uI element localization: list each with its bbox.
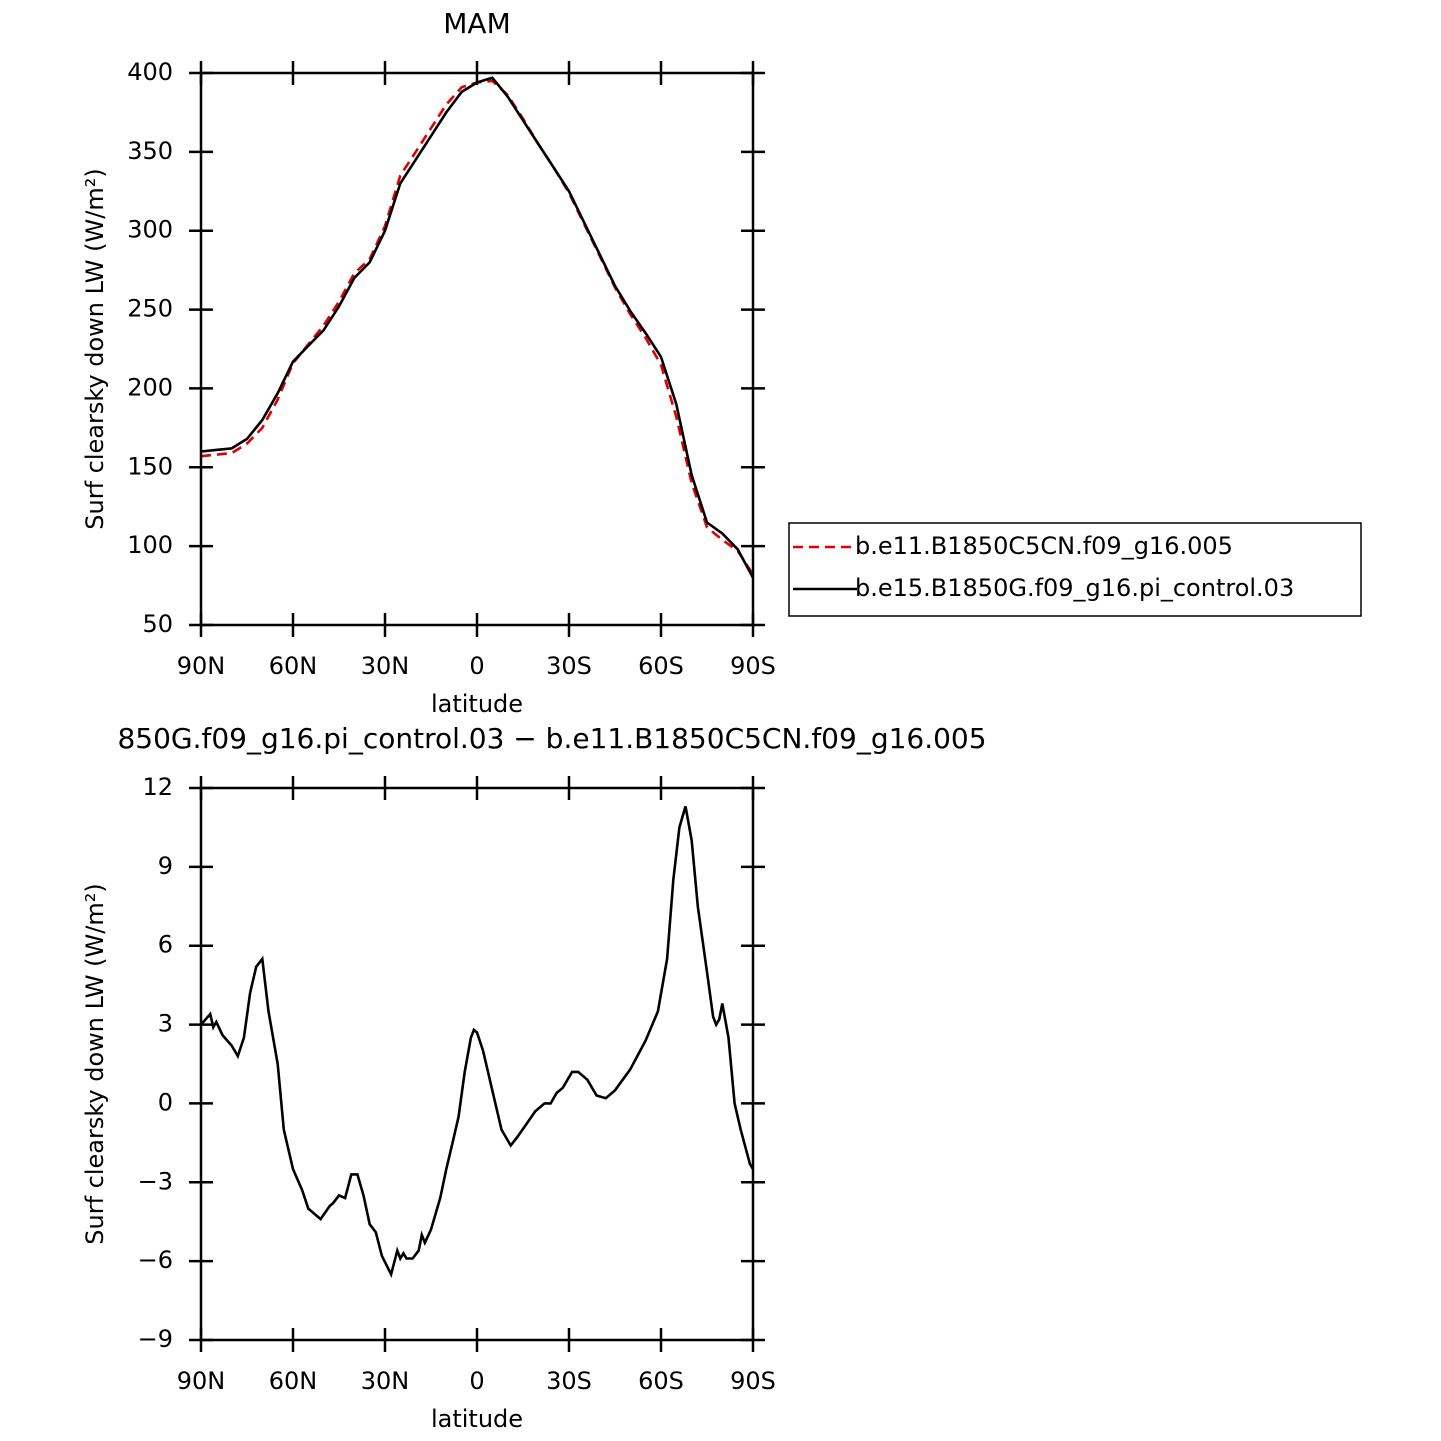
y-tick-label: 12 [142,773,173,801]
y-axis-label: Surf clearsky down LW (W/m²) [81,168,109,529]
y-tick-label: −3 [138,1167,173,1195]
y-tick-label: 3 [158,1010,173,1038]
plot-frame [199,786,755,1342]
x-tick-label: 30N [361,1367,410,1395]
legend-label: b.e11.B1850C5CN.f09_g16.005 [855,532,1233,560]
y-tick-label: 400 [127,58,173,86]
x-tick-label: 90N [177,652,226,680]
chart-title: MAM [443,7,510,40]
y-tick-label: 0 [158,1088,173,1116]
data-line [200,806,755,1278]
plot-frame [199,71,755,627]
x-tick-label: 60N [269,652,318,680]
x-axis-label: latitude [431,1405,523,1433]
y-tick-label: −9 [138,1325,173,1353]
y-tick-label: 250 [127,295,173,323]
chart-title: 850G.f09_g16.pi_control.03 − b.e11.B1850… [117,722,986,755]
legend-box [788,522,1362,617]
y-tick-label: 9 [158,852,173,880]
x-tick-label: 60S [638,1367,684,1395]
x-tick-label: 90N [177,1367,226,1395]
x-tick-label: 90S [730,1367,776,1395]
x-tick-label: 30S [546,1367,592,1395]
y-axis-label: Surf clearsky down LW (W/m²) [81,883,109,1244]
x-tick-label: 60N [269,1367,318,1395]
y-tick-label: 200 [127,373,173,401]
x-tick-label: 0 [469,1367,484,1395]
x-tick-label: 90S [730,652,776,680]
x-tick-label: 30N [361,652,410,680]
y-tick-label: 100 [127,531,173,559]
y-tick-label: −6 [138,1246,173,1274]
legend-label: b.e15.B1850G.f09_g16.pi_control.03 [855,574,1294,602]
y-tick-label: 150 [127,452,173,480]
y-tick-label: 350 [127,137,173,165]
x-tick-label: 60S [638,652,684,680]
x-tick-label: 30S [546,652,592,680]
y-tick-label: 6 [158,931,173,959]
data-line [200,76,755,579]
x-tick-label: 0 [469,652,484,680]
x-axis-label: latitude [431,690,523,718]
y-tick-label: 50 [142,610,173,638]
data-line [200,79,755,576]
y-tick-label: 300 [127,216,173,244]
